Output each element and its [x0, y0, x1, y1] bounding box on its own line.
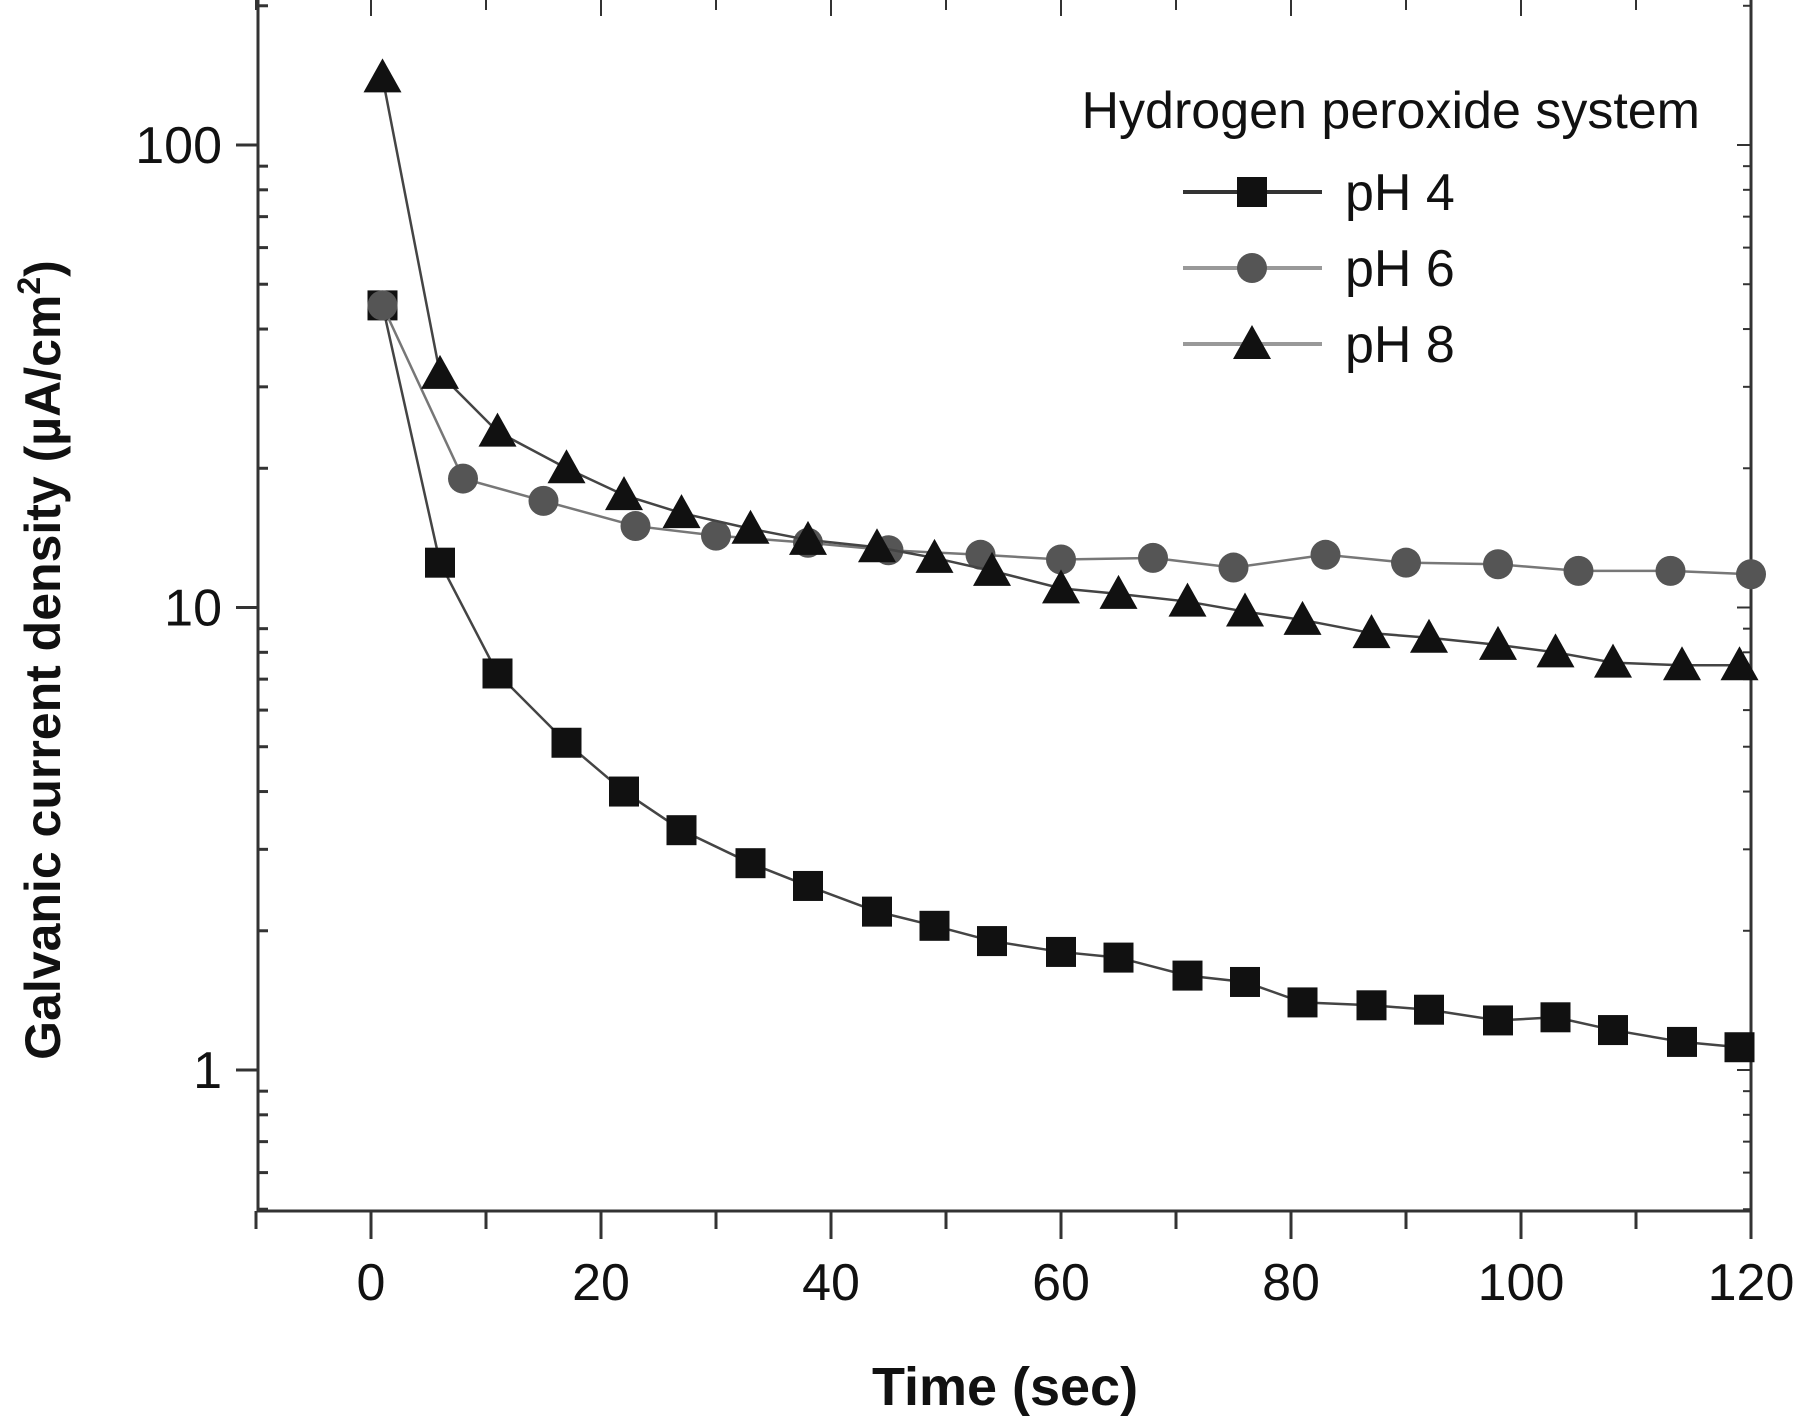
- x-tick-label: 80: [1262, 1254, 1320, 1312]
- legend-title: Hydrogen peroxide system: [1081, 82, 1700, 140]
- x-tick-label: 40: [802, 1254, 860, 1312]
- y-axis-label: Galvanic current density (µA/cm2): [11, 260, 71, 1060]
- x-axis-label: Time (sec): [872, 1357, 1138, 1417]
- x-tick-label: 20: [572, 1254, 630, 1312]
- x-tick-label: 0: [357, 1254, 386, 1312]
- legend-label: pH 6: [1345, 240, 1455, 298]
- series-ph-4: [367, 290, 1755, 1063]
- series-ph-6: [367, 290, 1766, 590]
- x-tick-label: 120: [1708, 1254, 1795, 1312]
- x-tick-label: 60: [1032, 1254, 1090, 1312]
- y-tick-label: 100: [135, 117, 222, 175]
- x-tick-label: 100: [1478, 1254, 1565, 1312]
- plot-frame: [256, 0, 1753, 1213]
- y-tick-label: 1: [193, 1042, 222, 1100]
- series-ph-8: [363, 58, 1759, 681]
- y-tick-label: 10: [164, 580, 222, 638]
- legend-label: pH 4: [1345, 164, 1455, 222]
- legend-label: pH 8: [1345, 316, 1455, 374]
- legend: Hydrogen peroxide system pH 4 pH 6 pH 8: [1081, 82, 1700, 374]
